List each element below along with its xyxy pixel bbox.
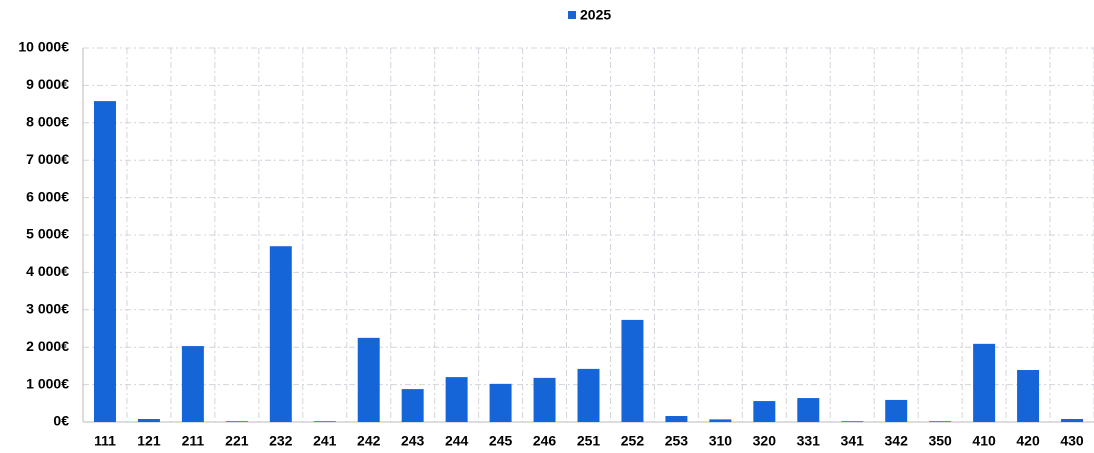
x-tick-label: 245 xyxy=(489,433,513,449)
x-tick-label: 331 xyxy=(797,433,821,449)
y-tick-label: 2 000€ xyxy=(26,338,69,354)
x-tick-label: 342 xyxy=(885,433,909,449)
x-tick-label: 420 xyxy=(1016,433,1040,449)
bar xyxy=(665,416,688,422)
y-tick-label: 5 000€ xyxy=(26,226,69,242)
x-tick-label: 111 xyxy=(94,433,116,449)
y-tick-label: 3 000€ xyxy=(26,301,69,317)
y-tick-label: 7 000€ xyxy=(26,151,69,167)
bar xyxy=(137,419,160,422)
bar xyxy=(225,421,248,422)
x-tick-label: 251 xyxy=(577,433,601,449)
x-tick-label: 232 xyxy=(269,433,293,449)
x-tick-label: 310 xyxy=(709,433,733,449)
y-tick-label: 4 000€ xyxy=(26,263,69,279)
x-tick-label: 430 xyxy=(1060,433,1084,449)
bar xyxy=(973,343,996,422)
bar xyxy=(753,401,776,422)
x-tick-label: 246 xyxy=(533,433,557,449)
bar xyxy=(797,398,820,422)
y-tick-label: 9 000€ xyxy=(26,76,69,92)
bar xyxy=(445,377,468,422)
bar xyxy=(577,368,600,422)
x-tick-label: 121 xyxy=(137,433,161,449)
bar xyxy=(621,319,644,422)
x-tick-label: 242 xyxy=(357,433,381,449)
legend-swatch xyxy=(568,11,576,19)
x-tick-label: 211 xyxy=(182,433,205,449)
y-tick-label: 10 000€ xyxy=(18,39,69,55)
bar xyxy=(269,246,292,422)
y-tick-label: 0€ xyxy=(53,413,69,429)
x-tick-label: 221 xyxy=(225,433,249,449)
bar xyxy=(181,346,204,422)
bar xyxy=(401,389,424,422)
bar xyxy=(1061,419,1084,422)
bar xyxy=(357,337,380,422)
bar xyxy=(709,419,732,422)
bar xyxy=(885,399,908,422)
bar xyxy=(313,421,336,422)
bar xyxy=(841,421,864,422)
y-tick-label: 8 000€ xyxy=(26,114,69,130)
x-tick-label: 320 xyxy=(753,433,777,449)
bar xyxy=(929,421,952,422)
bar xyxy=(533,377,556,422)
x-tick-label: 241 xyxy=(313,433,337,449)
bar xyxy=(489,383,512,422)
x-tick-label: 243 xyxy=(401,433,425,449)
y-tick-label: 6 000€ xyxy=(26,188,69,204)
x-tick-label: 350 xyxy=(928,433,952,449)
legend-label: 2025 xyxy=(580,7,611,23)
x-tick-label: 252 xyxy=(621,433,645,449)
y-tick-label: 1 000€ xyxy=(26,375,69,391)
x-tick-label: 341 xyxy=(841,433,865,449)
x-tick-label: 244 xyxy=(445,433,469,449)
bar xyxy=(1017,370,1040,422)
bar xyxy=(93,101,116,422)
x-tick-label: 410 xyxy=(972,433,996,449)
x-tick-label: 253 xyxy=(665,433,689,449)
